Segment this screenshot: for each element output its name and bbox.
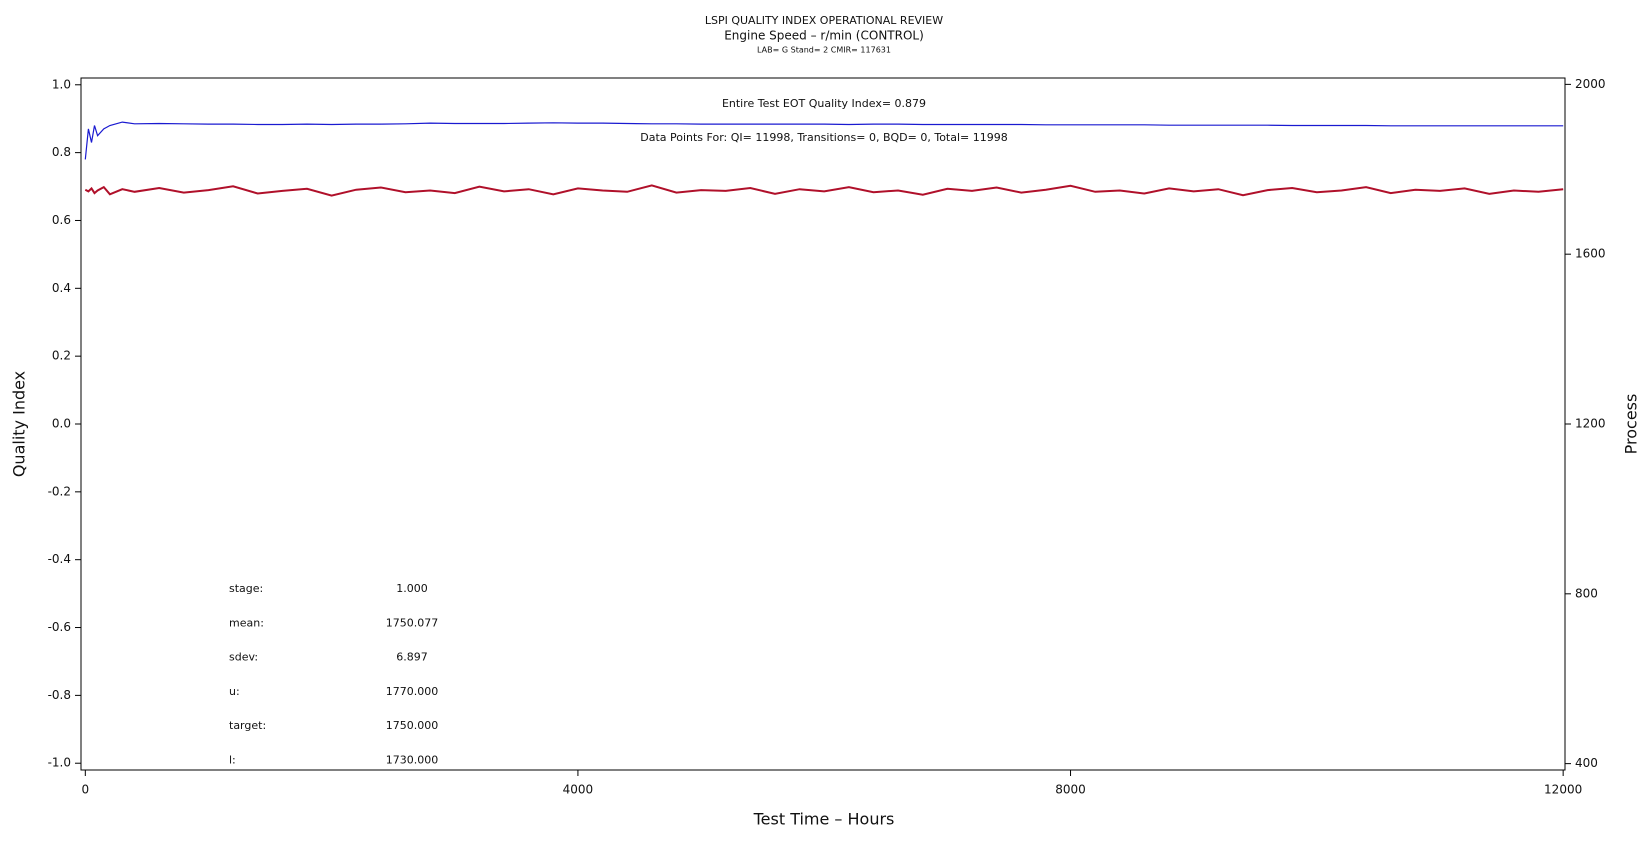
stat-value: 6.897 [396, 651, 428, 664]
x-tick-label: 12000 [1544, 783, 1582, 797]
stat-label: target: [229, 719, 266, 732]
x-axis-label: Test Time – Hours [753, 810, 895, 829]
y-tick-label: 0.0 [52, 417, 71, 431]
stat-value: 1730.000 [386, 754, 439, 767]
stat-value: 1.000 [396, 582, 428, 595]
y-tick-label: -0.6 [48, 620, 71, 634]
stat-value: 1750.077 [386, 616, 439, 629]
chart-subtitle: Engine Speed – r/min (CONTROL) [724, 29, 924, 43]
stat-label: u: [229, 685, 240, 698]
annotation: Data Points For: QI= 11998, Transitions=… [640, 131, 1008, 144]
y2-tick-label: 2000 [1575, 77, 1606, 91]
y-tick-label: -0.2 [48, 484, 71, 498]
stat-label: sdev: [229, 651, 258, 664]
y2-tick-label: 1200 [1575, 417, 1606, 431]
y2-axis-label: Process [1622, 394, 1641, 455]
stat-value: 1770.000 [386, 685, 439, 698]
y-tick-label: 0.6 [52, 213, 71, 227]
x-tick-label: 8000 [1055, 783, 1086, 797]
plot-frame [80, 77, 1566, 771]
stat-label: mean: [229, 616, 264, 629]
stat-value: 1750.000 [386, 719, 439, 732]
y2-tick-label: 800 [1575, 586, 1598, 600]
y-tick-label: -0.4 [48, 552, 71, 566]
series-line [84, 121, 1564, 160]
series-line [84, 184, 1564, 197]
y-tick-label: -1.0 [48, 756, 71, 770]
y2-tick-label: 400 [1575, 756, 1598, 770]
stat-label: l: [229, 754, 236, 767]
x-tick-label: 0 [81, 783, 89, 797]
y-tick-label: 0.8 [52, 145, 71, 159]
chart-title: LSPI QUALITY INDEX OPERATIONAL REVIEW [705, 14, 943, 27]
stat-label: stage: [229, 582, 263, 595]
x-tick-label: 4000 [563, 783, 594, 797]
y2-tick-label: 1600 [1575, 247, 1606, 261]
annotation: Entire Test EOT Quality Index= 0.879 [722, 97, 926, 110]
y-tick-label: -0.8 [48, 688, 71, 702]
chart-subsubtitle: LAB= G Stand= 2 CMIR= 117631 [757, 46, 891, 55]
y-tick-label: 0.4 [52, 281, 71, 295]
y-tick-label: 0.2 [52, 349, 71, 363]
y-axis-label: Quality Index [10, 371, 29, 477]
y-tick-label: 1.0 [52, 77, 71, 91]
